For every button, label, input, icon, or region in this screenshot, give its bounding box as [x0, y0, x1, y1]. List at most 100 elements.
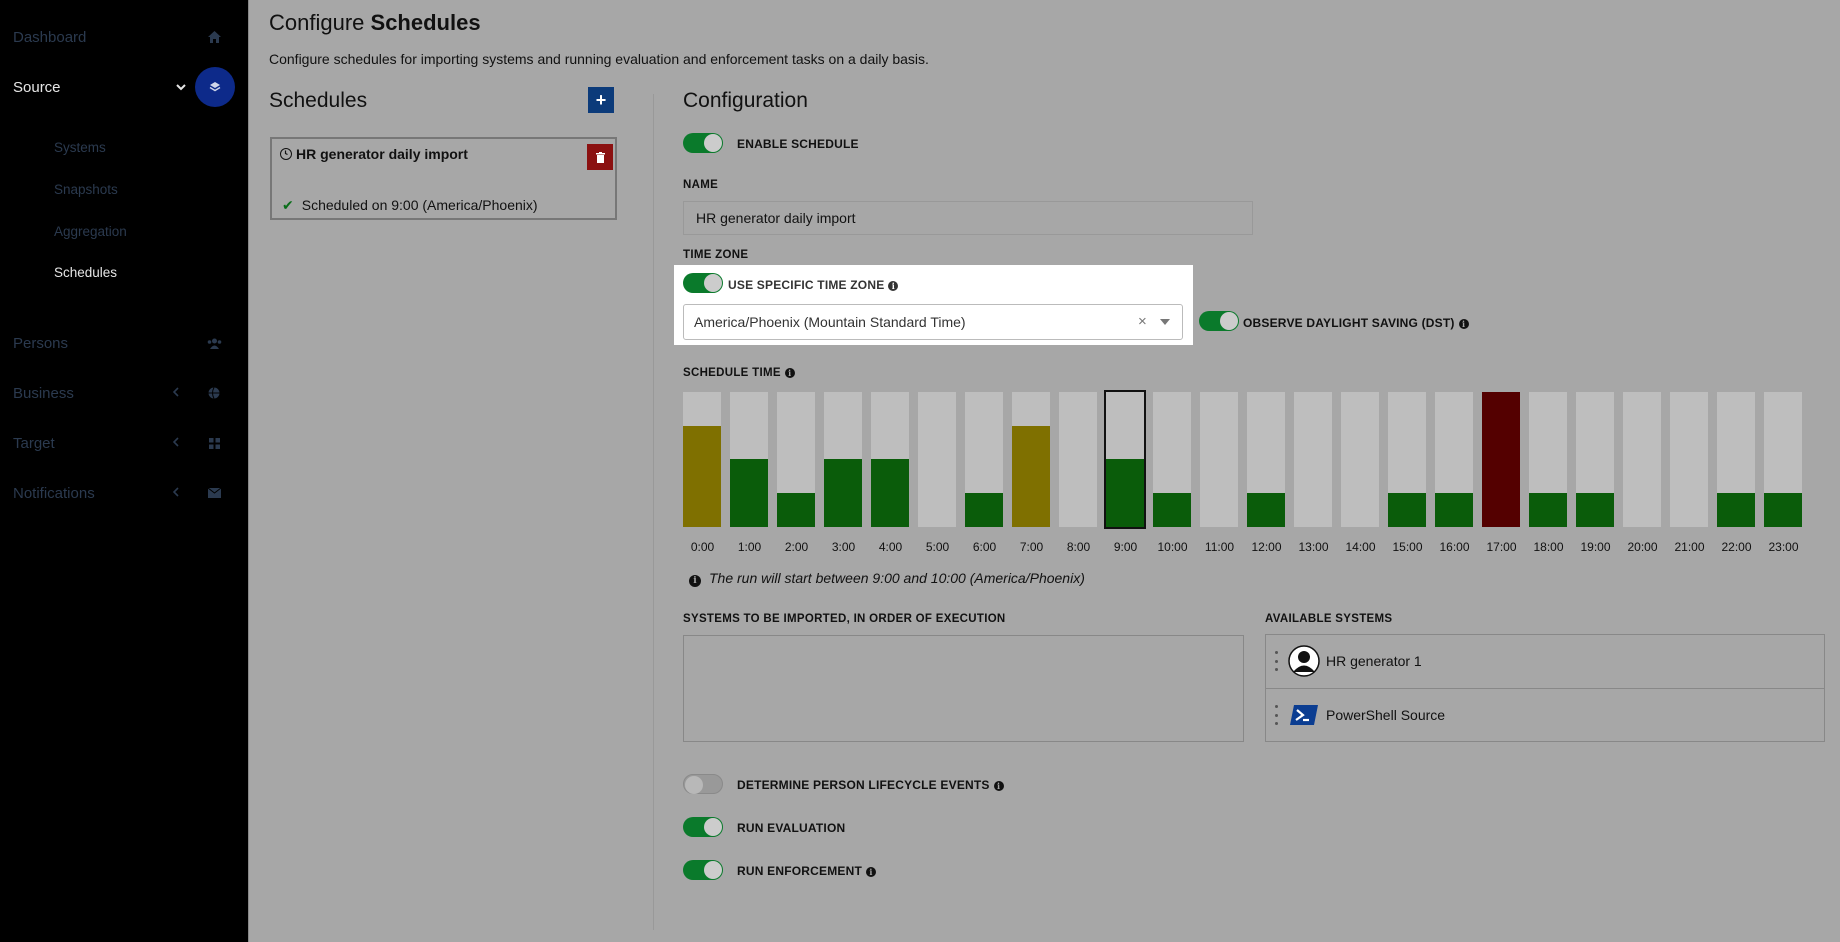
schedule-time-text: SCHEDULE TIME [683, 367, 781, 379]
configuration-heading: Configuration [683, 89, 808, 112]
schedule-card-status-text: Scheduled on 9:00 (America/Phoenix) [301, 197, 538, 213]
systems-to-import-label: SYSTEMS TO BE IMPORTED, IN ORDER OF EXEC… [683, 613, 1006, 625]
hour-bar-2-00[interactable] [777, 392, 815, 527]
hour-bar-fill [1482, 392, 1520, 527]
available-system-item[interactable]: PowerShell Source [1266, 688, 1824, 741]
sub-item-schedules[interactable]: Schedules [54, 265, 118, 280]
sub-item-aggregation[interactable]: Aggregation [54, 224, 127, 239]
run-evaluation-toggle[interactable] [683, 817, 723, 837]
nav-persons[interactable]: Persons [0, 323, 248, 363]
hour-bar-7-00[interactable] [1012, 392, 1050, 527]
hour-bar-13-00[interactable] [1294, 392, 1332, 527]
time-zone-select[interactable]: America/Phoenix (Mountain Standard Time)… [683, 304, 1183, 340]
observe-dst-label: OBSERVE DAYLIGHT SAVING (DST) i [1243, 316, 1469, 330]
available-system-item[interactable]: HR generator 1 [1266, 635, 1824, 688]
hour-bar-10-00[interactable] [1153, 392, 1191, 527]
nav-business[interactable]: Business [0, 373, 248, 413]
systems-to-import-dropzone[interactable] [683, 635, 1244, 742]
sub-item-snapshots[interactable]: Snapshots [54, 182, 118, 197]
hour-bar-1-00[interactable] [730, 392, 768, 527]
drag-handle-icon[interactable] [1275, 705, 1278, 725]
powershell-icon [1290, 705, 1318, 725]
schedule-card-title-text: HR generator daily import [296, 146, 468, 162]
hour-label: 3:00 [831, 540, 856, 554]
observe-dst-toggle[interactable] [1199, 311, 1239, 331]
available-systems-list: HR generator 1 PowerShell Source [1265, 634, 1825, 742]
hour-bar-5-00[interactable] [918, 392, 956, 527]
use-specific-time-zone-toggle[interactable] [683, 273, 723, 293]
add-schedule-button[interactable]: + [588, 87, 614, 113]
hour-bar-4-00[interactable] [871, 392, 909, 527]
hour-label: 20:00 [1627, 540, 1658, 554]
info-icon: i [1458, 319, 1469, 329]
nav-business-label: Business [13, 384, 74, 402]
hour-bar-fill [965, 493, 1003, 527]
hour-bar-15-00[interactable] [1388, 392, 1426, 527]
delete-schedule-button[interactable] [587, 144, 613, 170]
nav-notifications[interactable]: Notifications [0, 473, 248, 513]
hour-bar-9-00[interactable] [1104, 390, 1146, 529]
enable-schedule-label: ENABLE SCHEDULE [737, 137, 859, 151]
sidebar: Dashboard Source Systems Snapshots Aggre… [0, 0, 248, 942]
use-specific-time-zone-text: USE SPECIFIC TIME ZONE [728, 278, 885, 292]
hour-bar-3-00[interactable] [824, 392, 862, 527]
hour-bar-fill [1717, 493, 1755, 527]
info-icon: i [866, 867, 876, 877]
hour-bar-21-00[interactable] [1670, 392, 1708, 527]
run-enforcement-text: RUN ENFORCEMENT [737, 864, 862, 878]
hour-label: 13:00 [1298, 540, 1329, 554]
hour-bar-fill [871, 459, 909, 527]
hour-bar-22-00[interactable] [1717, 392, 1755, 527]
schedule-time-label: SCHEDULE TIME i [683, 367, 795, 379]
name-input[interactable]: HR generator daily import [683, 201, 1253, 235]
hour-bar-fill [777, 493, 815, 527]
hour-bar-fill [1529, 493, 1567, 527]
hour-bar-19-00[interactable] [1576, 392, 1614, 527]
hour-label: 15:00 [1392, 540, 1423, 554]
trash-icon [595, 151, 605, 163]
hour-bar-12-00[interactable] [1247, 392, 1285, 527]
run-enforcement-toggle[interactable] [683, 860, 723, 880]
enable-schedule-toggle[interactable] [683, 133, 723, 153]
schedule-card-status: ✔ Scheduled on 9:00 (America/Phoenix) [282, 197, 538, 214]
hour-label: 4:00 [878, 540, 903, 554]
schedule-card[interactable]: HR generator daily import ✔ Scheduled on … [270, 137, 617, 220]
users-icon [206, 335, 222, 351]
hour-bar-8-00[interactable] [1059, 392, 1097, 527]
run-enforcement-label: RUN ENFORCEMENT i [737, 864, 876, 878]
hour-label: 14:00 [1345, 540, 1376, 554]
available-system-name: PowerShell Source [1326, 707, 1446, 723]
chevron-left-icon [172, 436, 179, 450]
lifecycle-events-toggle[interactable] [683, 774, 723, 794]
hour-bar-fill [1247, 493, 1285, 527]
drag-handle-icon[interactable] [1275, 651, 1278, 671]
page-description: Configure schedules for importing system… [269, 51, 929, 67]
available-systems-label: AVAILABLE SYSTEMS [1265, 613, 1393, 625]
nav-source[interactable]: Source [0, 67, 248, 107]
hour-bar-6-00[interactable] [965, 392, 1003, 527]
hour-bar-0-00[interactable] [683, 392, 721, 527]
info-icon: i [784, 368, 795, 378]
nav-persons-label: Persons [13, 334, 69, 352]
hour-label: 10:00 [1157, 540, 1188, 554]
hour-label: 11:00 [1204, 540, 1235, 554]
nav-dashboard[interactable]: Dashboard [0, 17, 248, 57]
chevron-down-icon [176, 80, 186, 94]
hour-bar-16-00[interactable] [1435, 392, 1473, 527]
caret-down-icon[interactable] [1160, 319, 1170, 325]
nav-target[interactable]: Target [0, 423, 248, 463]
hour-label: 18:00 [1533, 540, 1564, 554]
hour-bar-18-00[interactable] [1529, 392, 1567, 527]
hour-bar-17-00[interactable] [1482, 392, 1520, 527]
available-system-name: HR generator 1 [1326, 653, 1422, 669]
hour-bar-fill [683, 426, 721, 527]
check-icon: ✔ [282, 197, 294, 213]
hour-bar-11-00[interactable] [1200, 392, 1238, 527]
hour-bar-14-00[interactable] [1341, 392, 1379, 527]
time-zone-label: TIME ZONE [683, 249, 749, 261]
clear-icon[interactable]: × [1138, 313, 1147, 330]
info-icon: i [888, 281, 899, 291]
hour-bar-23-00[interactable] [1764, 392, 1802, 527]
sub-item-systems[interactable]: Systems [54, 140, 106, 155]
hour-bar-20-00[interactable] [1623, 392, 1661, 527]
